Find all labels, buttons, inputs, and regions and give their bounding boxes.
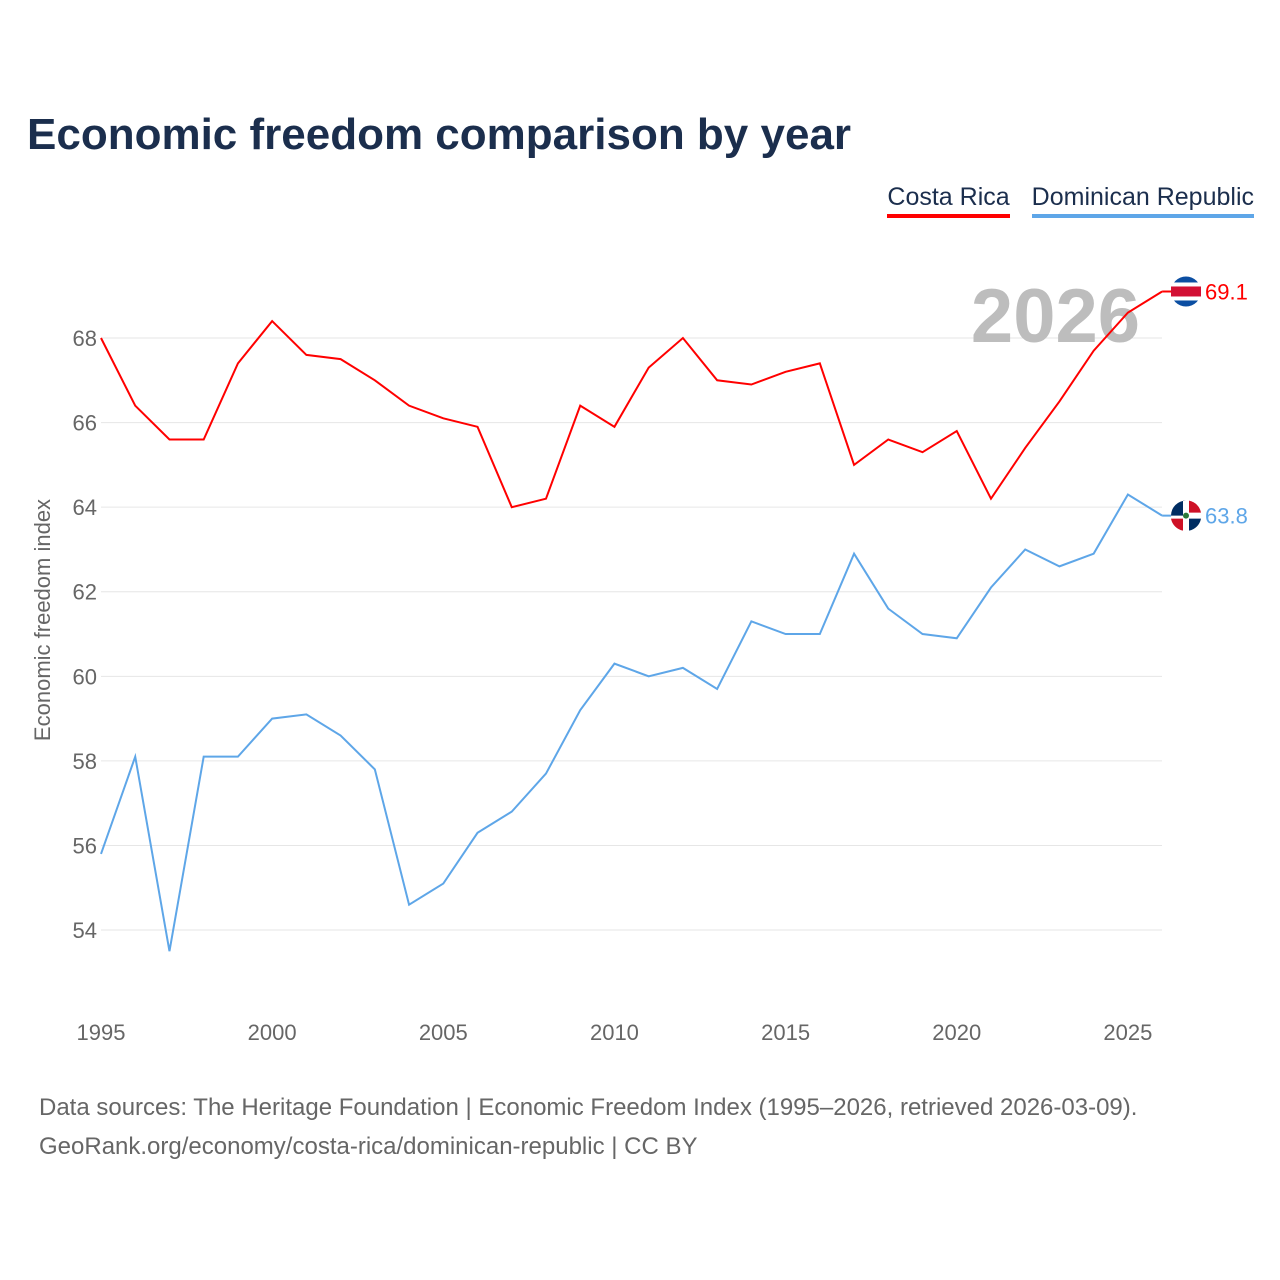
y-tick-label: 56	[73, 833, 97, 858]
source-note: Data sources: The Heritage Foundation | …	[39, 1088, 1137, 1166]
flag-emblem	[1183, 512, 1189, 519]
series-line-costa-rica	[100, 290, 1163, 509]
flag-quarter	[1189, 500, 1201, 513]
x-tick-label: 2010	[590, 1020, 639, 1045]
end-value-label: 69.1	[1205, 279, 1248, 304]
year-watermark: 2026	[971, 274, 1140, 359]
legend: Costa Rica Dominican Republic	[887, 183, 1254, 218]
flag-quarter	[1171, 500, 1186, 516]
x-tick-label: 2000	[248, 1020, 297, 1045]
x-tick-label: 1995	[77, 1020, 126, 1045]
x-tick-label: 2005	[419, 1020, 468, 1045]
legend-costa-rica[interactable]: Costa Rica	[887, 183, 1010, 218]
y-tick-label: 58	[73, 749, 97, 774]
y-tick-label: 64	[73, 495, 97, 520]
x-tick-label: 2025	[1103, 1020, 1152, 1045]
y-tick-label: 54	[73, 918, 97, 943]
x-tick-label: 2015	[761, 1020, 810, 1045]
x-tick-label: 2020	[932, 1020, 981, 1045]
y-tick-label: 68	[73, 326, 97, 351]
y-tick-label: 66	[73, 411, 97, 436]
y-tick-label: 62	[73, 580, 97, 605]
chart-title: Economic freedom comparison by year	[27, 110, 852, 159]
flag-stripe	[1171, 286, 1201, 297]
flag-quarter	[1171, 518, 1183, 531]
series-line-dominican-republic	[100, 493, 1163, 952]
legend-dominican-republic[interactable]: Dominican Republic	[1031, 183, 1254, 218]
y-axis-label: Economic freedom index	[30, 499, 55, 741]
source-line-1: Data sources: The Heritage Foundation | …	[39, 1094, 1138, 1121]
y-tick-label: 60	[73, 664, 97, 689]
end-value-label: 63.8	[1205, 504, 1248, 529]
source-line-2: GeoRank.org/economy/costa-rica/dominican…	[39, 1133, 698, 1160]
flag-quarter	[1189, 518, 1201, 531]
